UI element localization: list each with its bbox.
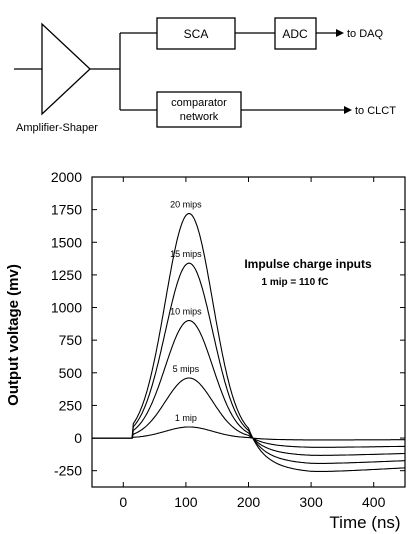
daq-label: to DAQ [347,28,384,40]
pulse-chart: -250 0 250 500 750 1000 1250 1500 1750 2000 0 100 20… [5,169,406,532]
y-tick-label: 1250 [51,267,82,283]
axis-ticks: -250 0 250 500 750 1000 1250 1500 1750 2000 0 100 20… [51,169,405,510]
comparator-box [156,91,242,128]
series-line [92,262,405,464]
annotation-line2: 1 mip = 110 fC [262,277,329,288]
clct-label: to CLCT [355,105,396,117]
x-tick-label: 200 [237,494,261,510]
series-line [92,426,405,441]
curve-labels: 1 mip 5 mips 10 mips 15 mips 20 mips [170,200,202,423]
series-label: 5 mips [173,364,200,374]
comparator-label-line1: comparator [171,97,227,109]
sca-label: SCA [184,27,209,41]
x-tick-label: 0 [119,494,127,510]
x-tick-label: 400 [362,494,386,510]
plot-frame [91,176,406,488]
series-line [92,377,406,448]
y-tick-label: -250 [54,463,82,479]
y-tick-label: 250 [59,397,83,413]
amplifier-triangle [41,22,91,116]
x-tick-label: 300 [299,494,323,510]
series-line [92,320,405,456]
adc-label: ADC [282,27,308,41]
y-tick-label: 1750 [51,202,82,218]
y-tick-label: 0 [74,430,82,446]
series-label: 20 mips [170,200,202,210]
series-label: 15 mips [170,249,202,259]
series-label: 10 mips [170,307,202,317]
daq-arrow-icon [336,29,344,37]
y-tick-label: 500 [59,365,83,381]
block-diagram: SCA ADC to DAQ comparator network to CLC… [14,17,396,134]
x-axis-label: Time (ns) [329,513,400,532]
series-line [92,213,405,472]
y-tick-label: 2000 [51,169,82,185]
annotation-line1: Impulse charge inputs [244,257,372,271]
y-tick-label: 750 [59,332,83,348]
clct-arrow-icon [344,106,352,114]
y-tick-label: 1000 [51,300,82,316]
y-tick-label: 1500 [51,234,82,250]
x-tick-label: 100 [174,494,198,510]
curves [92,213,406,472]
amplifier-label: Amplifier-Shaper [16,122,98,134]
y-axis-label: Output voltage (mv) [5,264,22,406]
comparator-label-line2: network [180,111,219,123]
series-label: 1 mip [175,413,197,423]
